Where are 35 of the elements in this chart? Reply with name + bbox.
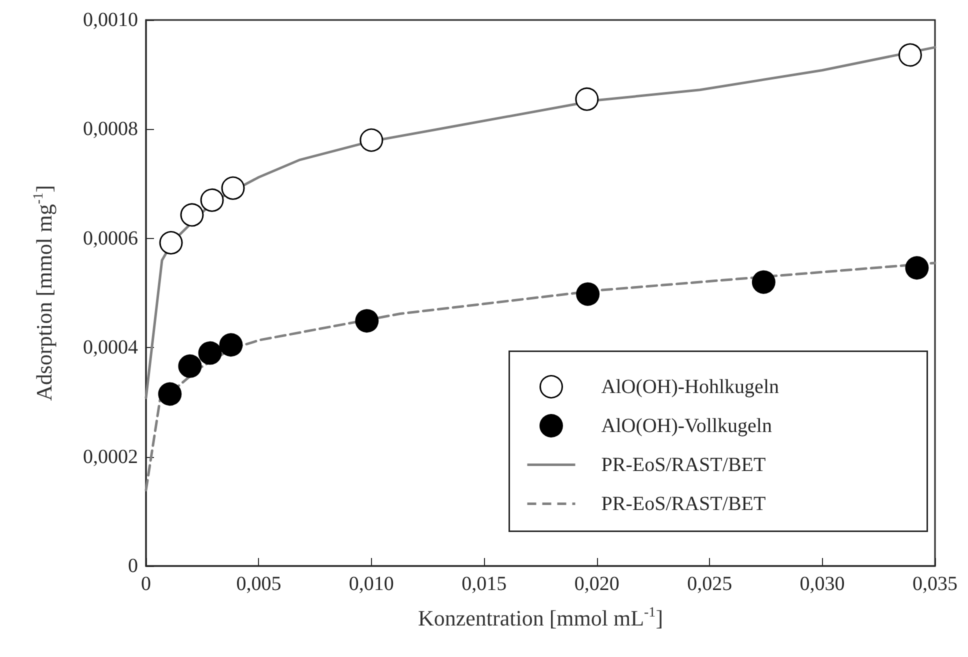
point bbox=[576, 282, 600, 306]
y-tick-label: 0,0010 bbox=[83, 9, 138, 31]
point bbox=[575, 87, 599, 111]
line-series bbox=[144, 46, 936, 400]
y-tick-label: 0,0008 bbox=[83, 118, 138, 140]
y-tick-label: 0 bbox=[128, 555, 138, 577]
point bbox=[159, 231, 183, 255]
point bbox=[905, 256, 929, 280]
point bbox=[219, 333, 243, 357]
point bbox=[752, 270, 776, 294]
x-tick-label: 0,015 bbox=[462, 573, 507, 595]
x-tick-label: 0,030 bbox=[800, 573, 845, 595]
x-tick-label: 0,010 bbox=[348, 573, 394, 595]
y-axis-title: Adsorption [mmol mg-1] bbox=[32, 185, 56, 401]
y-tick-label: 0,0006 bbox=[83, 227, 138, 250]
point bbox=[355, 309, 379, 333]
point bbox=[180, 203, 204, 227]
legend-label: PR-EoS/RAST/BET bbox=[601, 454, 766, 476]
y-tick-label: 0,0002 bbox=[83, 446, 138, 468]
x-tick-label: 0,025 bbox=[687, 573, 732, 595]
y-tick-label: 0,0004 bbox=[83, 336, 138, 359]
point bbox=[178, 354, 202, 378]
legend-label: AlO(OH)-Vollkugeln bbox=[601, 414, 772, 437]
x-tick-label: 0,020 bbox=[574, 573, 620, 595]
line-series bbox=[144, 262, 936, 492]
legend-label: PR-EoS/RAST/BET bbox=[601, 492, 766, 515]
point bbox=[198, 341, 222, 365]
point bbox=[360, 128, 384, 152]
x-tick-label: 0,005 bbox=[236, 573, 282, 595]
point bbox=[898, 43, 922, 67]
point bbox=[221, 176, 245, 200]
point bbox=[200, 188, 224, 212]
point bbox=[158, 382, 182, 406]
legend-label: AlO(OH)-Hohlkugeln bbox=[601, 376, 779, 398]
x-tick-label: 0,035 bbox=[912, 573, 958, 595]
